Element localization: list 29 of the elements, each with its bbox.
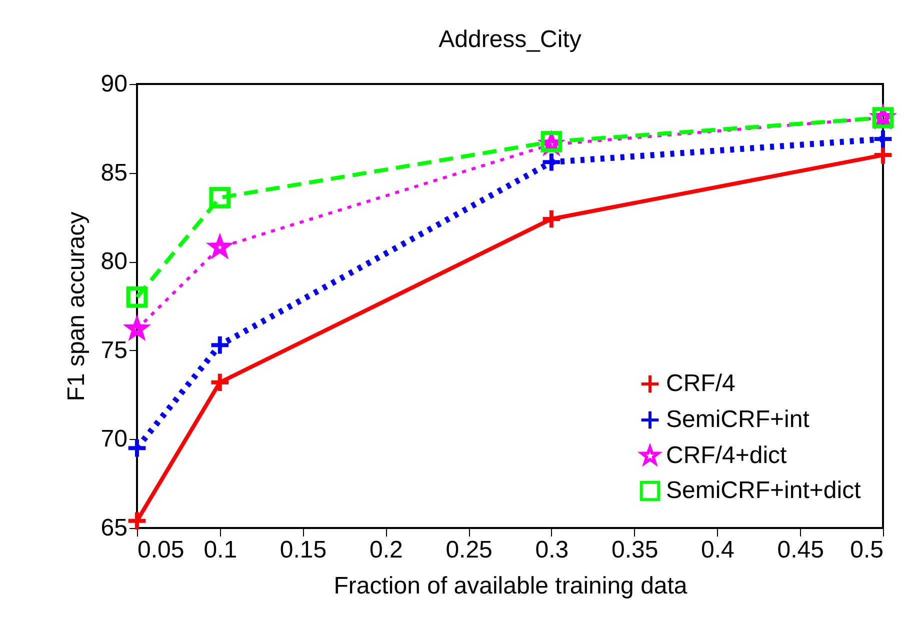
- legend-label: CRF/4: [666, 370, 736, 397]
- x-tick-label: 0.35: [611, 536, 658, 564]
- legend-label: CRF/4+dict: [666, 442, 788, 469]
- x-tick-label: 0.45: [777, 536, 824, 564]
- point: [126, 286, 148, 308]
- y-tick-label: 75: [100, 336, 128, 364]
- point: [872, 128, 894, 150]
- legend-label: SemiCRF+int+dict: [666, 477, 862, 504]
- point: [126, 437, 148, 459]
- point: [209, 187, 231, 208]
- y-axis-title: F1 span accuracy: [62, 212, 90, 402]
- y-tick-label: 70: [100, 426, 128, 453]
- y-tick-label: 80: [100, 248, 128, 276]
- x-tick-label: 0.15: [280, 536, 327, 564]
- x-tick-label: 0.25: [446, 536, 492, 564]
- legend-label: SemiCRF+int: [666, 406, 810, 433]
- x-tick-label: 0.5: [850, 536, 884, 564]
- chart-title: Address_City: [438, 26, 582, 53]
- x-tick-label: 0.2: [369, 536, 403, 564]
- point: [209, 334, 231, 356]
- x-tick-label: 0.4: [701, 536, 734, 564]
- y-tick-label: 65: [100, 514, 128, 542]
- x-tick-label: 0.3: [535, 536, 569, 564]
- x-tick-label: 0.1: [204, 536, 238, 564]
- x-axis-title: Fraction of available training data: [334, 572, 688, 600]
- y-tick-label: 85: [100, 159, 128, 186]
- point: [540, 208, 562, 230]
- x-tick-label: 0.05: [138, 536, 184, 564]
- y-tick-label: 90: [100, 70, 128, 98]
